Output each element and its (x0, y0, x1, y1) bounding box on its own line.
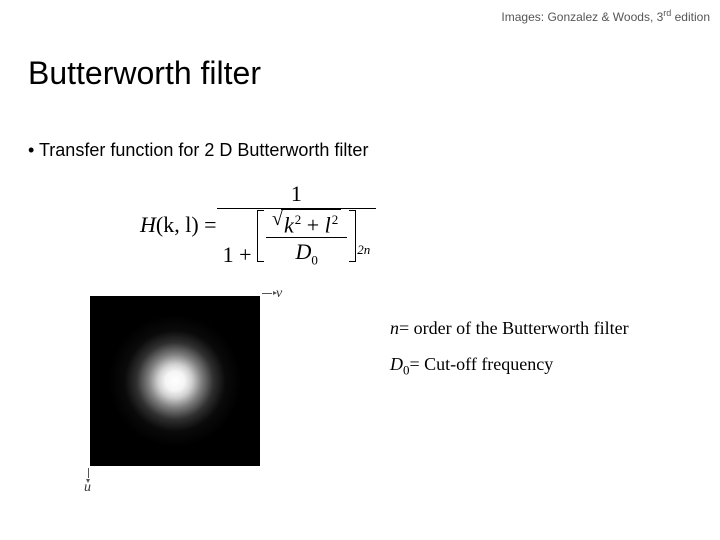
main-denominator: 1 + √k2 + l2 D0 2n (217, 209, 377, 269)
attribution-prefix: Images: Gonzalez & Woods, 3 (501, 10, 663, 24)
legend-d0: D0= Cut-off frequency (390, 346, 629, 384)
legend-n: n= order of the Butterworth filter (390, 310, 629, 346)
bracket-term: √k2 + l2 D0 (257, 210, 356, 262)
transfer-function-formula: H(k, l) = 1 1 + √k2 + l2 D0 2n (140, 180, 460, 270)
butterworth-2d-image: v u (90, 290, 270, 466)
bullet-text: • Transfer function for 2 D Butterworth … (28, 140, 368, 161)
v-axis-arrow-icon (262, 293, 276, 294)
v-axis-label: v (276, 286, 282, 302)
parameter-legend: n= order of the Butterworth filter D0= C… (390, 310, 629, 384)
slide-title: Butterworth filter (28, 55, 261, 92)
one-plus: 1 + (223, 242, 257, 267)
outer-exponent: 2n (357, 242, 370, 257)
main-fraction: 1 1 + √k2 + l2 D0 2n (217, 180, 377, 270)
inner-numerator: √k2 + l2 (266, 204, 347, 236)
inner-fraction: √k2 + l2 D0 (266, 204, 347, 268)
attribution-suffix: edition (671, 10, 710, 24)
formula-lhs-var: H (140, 212, 156, 237)
filter-magnitude-plot (90, 296, 260, 466)
inner-denominator: D0 (289, 238, 323, 269)
sqrt-term: √k2 + l2 (272, 209, 341, 235)
formula-lhs-args: (k, l) = (156, 212, 217, 237)
image-attribution: Images: Gonzalez & Woods, 3rd edition (501, 8, 710, 24)
u-axis-label: u (84, 480, 91, 496)
